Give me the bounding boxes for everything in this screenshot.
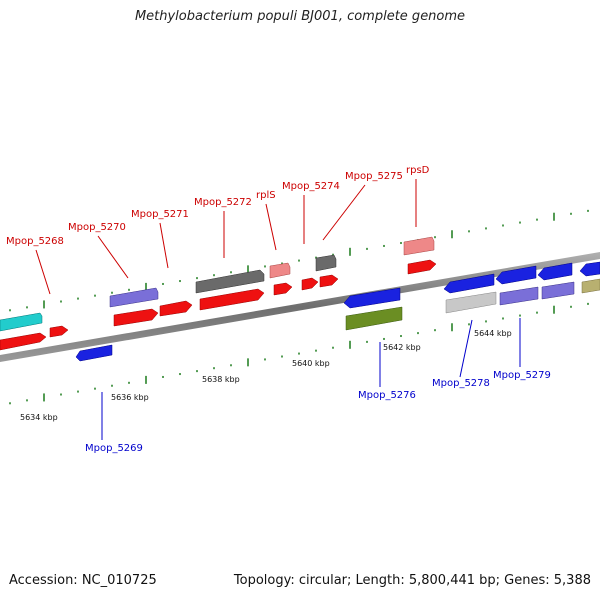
scale-label: 5644 kbp (474, 329, 512, 338)
gene-label[interactable]: Mpop_5279 (493, 370, 551, 381)
gene-arrow[interactable] (75, 344, 113, 362)
label-leaders (35, 179, 521, 440)
gene-features (0, 236, 600, 362)
gene-arrow[interactable] (343, 287, 401, 309)
gene-label[interactable]: rplS (256, 190, 276, 201)
gene-arrow[interactable] (273, 282, 293, 296)
genome-summary-text: Topology: circular; Length: 5,800,441 bp… (233, 573, 591, 588)
gene-arrow[interactable] (581, 278, 600, 294)
leader-line (35, 249, 51, 295)
scale-ticks (9, 209, 589, 405)
gene-arrow[interactable] (443, 273, 495, 294)
gene-arrow[interactable] (0, 332, 47, 351)
gene-arrow[interactable] (109, 287, 159, 308)
leader-line (97, 235, 129, 279)
scale-label: 5636 kbp (111, 393, 149, 402)
gene-label[interactable]: Mpop_5270 (68, 222, 126, 233)
map-title: Methylobacterium populi BJ001, complete … (134, 9, 466, 24)
gene-label[interactable]: Mpop_5278 (432, 378, 490, 389)
gene-label[interactable]: Mpop_5275 (345, 171, 403, 182)
scale-label: 5634 kbp (20, 413, 58, 422)
gene-arrow[interactable] (445, 291, 497, 314)
gene-label[interactable]: Mpop_5271 (131, 209, 189, 220)
gene-arrow[interactable] (0, 312, 43, 332)
gene-label[interactable]: Mpop_5276 (358, 390, 416, 401)
gene-arrow[interactable] (499, 286, 539, 306)
gene-labels: Mpop_5268 Mpop_5270 Mpop_5271 Mpop_5272 rplS… (6, 165, 551, 454)
gene-arrow[interactable] (403, 236, 435, 256)
gene-arrow[interactable] (195, 269, 265, 294)
gene-label[interactable]: Mpop_5272 (194, 197, 252, 208)
gene-label[interactable]: Mpop_5274 (282, 181, 340, 192)
gene-arrow[interactable] (319, 274, 339, 288)
gene-label[interactable]: rpsD (406, 165, 430, 176)
scale-label: 5638 kbp (202, 375, 240, 384)
gene-arrow[interactable] (49, 325, 69, 338)
scale-label: 5640 kbp (292, 359, 330, 368)
leader-line (322, 184, 366, 241)
accession-text: Accession: NC_010725 (9, 573, 157, 588)
gene-arrow[interactable] (579, 261, 600, 277)
genome-backbone (0, 252, 600, 362)
gene-arrow[interactable] (345, 306, 403, 331)
gene-arrow[interactable] (407, 259, 437, 275)
gene-arrow[interactable] (537, 262, 573, 281)
gene-arrow[interactable] (199, 288, 265, 311)
leader-line (459, 319, 473, 378)
leader-line (159, 222, 169, 269)
scale-labels: 5634 kbp 5636 kbp 5638 kbp 5640 kbp 5642 kbp… (20, 329, 512, 422)
gene-arrow[interactable] (541, 281, 575, 300)
scale-label: 5642 kbp (383, 343, 421, 352)
gene-arrow[interactable] (301, 277, 319, 291)
gene-arrow[interactable] (113, 308, 159, 327)
gene-label[interactable]: Mpop_5268 (6, 236, 64, 247)
gene-label[interactable]: Mpop_5269 (85, 443, 143, 454)
gene-arrow[interactable] (269, 262, 291, 279)
gene-arrow[interactable] (159, 300, 193, 317)
gene-arrow[interactable] (315, 254, 337, 272)
gene-arrow[interactable] (495, 265, 537, 285)
leader-line (265, 203, 277, 251)
